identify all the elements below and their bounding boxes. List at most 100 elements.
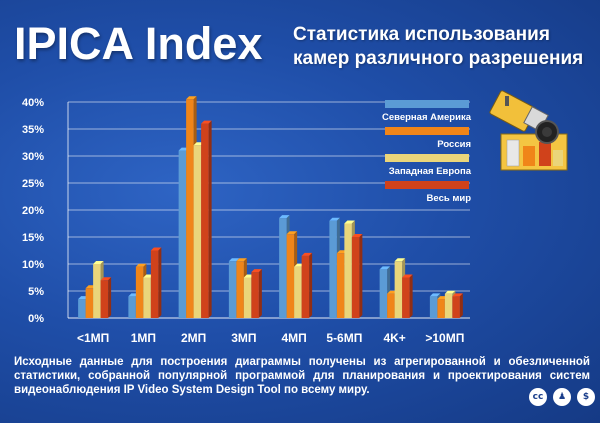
bar-front-face xyxy=(178,150,187,318)
bar-front-face xyxy=(429,296,438,318)
x-tick-label: 1МП xyxy=(131,331,156,345)
bar-front-face xyxy=(150,250,159,318)
bar-front-face xyxy=(128,296,136,318)
bar-top-face xyxy=(351,234,363,237)
y-tick-label: 40% xyxy=(22,97,44,109)
bar-top-face xyxy=(286,231,298,235)
bar-front-face xyxy=(236,261,244,318)
bar-front-face xyxy=(186,99,194,318)
bar-side-face xyxy=(459,293,463,318)
bar-front-face xyxy=(344,223,352,318)
x-tick-label: 4K+ xyxy=(383,331,405,345)
bar-front-face xyxy=(437,299,445,318)
bar-top-face xyxy=(150,247,162,251)
bar-front-face xyxy=(286,234,295,318)
y-tick-label: 0% xyxy=(28,313,44,325)
chart-title-line-2: камер различного разрешения xyxy=(293,48,584,69)
bar-front-face xyxy=(387,293,395,318)
y-tick-label: 20% xyxy=(22,205,44,217)
bar-top-face xyxy=(402,274,413,278)
bar-front-face xyxy=(93,264,101,318)
bar-front-face xyxy=(251,272,259,318)
legend-swatch xyxy=(385,154,469,162)
bar-front-face xyxy=(336,253,345,318)
bar-front-face xyxy=(193,145,202,318)
bar-front-face xyxy=(85,288,94,318)
y-tick-label: 35% xyxy=(22,124,44,136)
legend-label: Весь мир xyxy=(427,193,472,204)
bar-side-face xyxy=(258,269,262,318)
bar-top-face xyxy=(379,266,391,270)
bar-front-face xyxy=(394,261,403,318)
bar-front-face xyxy=(379,269,388,318)
bar-top-face xyxy=(301,252,313,256)
bar xyxy=(201,120,212,318)
chart-legend: Северная Америка Россия Западная Европа Вес… xyxy=(382,100,472,204)
person-icon: ♟ xyxy=(553,388,571,406)
no-dollar-icon: $ xyxy=(577,388,595,406)
bar-front-face xyxy=(294,266,302,318)
bar-top-face xyxy=(100,277,112,281)
brand-title: IPICA Index xyxy=(14,18,263,69)
legend-swatch xyxy=(385,127,469,135)
bar-side-face xyxy=(208,120,212,318)
bar xyxy=(100,277,112,318)
y-tick-label: 5% xyxy=(28,286,44,298)
bar-front-face xyxy=(78,299,86,318)
source-caption: Исходные данные для построения диаграммы… xyxy=(14,356,590,396)
x-tick-label: 5-6МП xyxy=(326,331,362,345)
bar-front-face xyxy=(279,218,287,318)
bar-top-face xyxy=(201,120,212,124)
x-tick-label: >10МП xyxy=(425,331,464,345)
bar xyxy=(452,293,463,318)
bar-front-face xyxy=(135,266,144,318)
bar-top-face xyxy=(236,258,247,262)
x-tick-label: <1МП xyxy=(77,331,109,345)
bar-front-face xyxy=(329,220,337,318)
bar xyxy=(402,274,413,318)
bar-top-face xyxy=(228,258,240,262)
bar-top-face xyxy=(429,293,441,297)
license-icons: cc ♟ $ xyxy=(529,388,595,408)
x-tick-label: 3МП xyxy=(231,331,256,345)
y-tick-label: 10% xyxy=(22,259,44,271)
legend-label: Западная Европа xyxy=(389,166,472,177)
bar-front-face xyxy=(243,277,252,318)
bar-top-face xyxy=(394,258,406,262)
bar-side-face xyxy=(409,274,413,318)
bar-top-face xyxy=(251,269,262,273)
x-tick-label: 2МП xyxy=(181,331,206,345)
bar-front-face xyxy=(402,277,410,318)
bar-front-face xyxy=(100,280,109,318)
bar-side-face xyxy=(359,234,363,318)
legend-label: Россия xyxy=(437,139,471,150)
bar-side-face xyxy=(158,247,162,318)
chart-title-line-1: Статистика использования xyxy=(293,24,550,45)
bar-top-face xyxy=(344,220,355,224)
y-tick-label: 25% xyxy=(22,178,44,190)
bar-front-face xyxy=(201,123,209,318)
bar-front-face xyxy=(444,293,453,318)
bar-top-face xyxy=(93,261,104,264)
y-tick-label: 15% xyxy=(22,232,44,244)
bar-front-face xyxy=(301,255,310,318)
bar-side-face xyxy=(108,277,112,318)
bar-top-face xyxy=(186,96,197,100)
bar-top-face xyxy=(279,215,290,219)
bar-front-face xyxy=(143,277,151,318)
camera-icon xyxy=(489,90,568,171)
bar-front-face xyxy=(351,237,360,318)
y-tick-label: 30% xyxy=(22,151,44,163)
bar xyxy=(351,234,363,318)
bar-front-face xyxy=(228,261,237,318)
legend-swatch xyxy=(385,181,469,189)
x-axis-ticks: <1МП 1МП 2МП 3МП 4МП 5-6МП 4K+ >10МП xyxy=(77,331,464,345)
bar-top-face xyxy=(135,263,147,267)
bar-front-face xyxy=(452,296,460,318)
bar xyxy=(301,252,313,318)
bar-top-face xyxy=(452,293,463,297)
chart-bars xyxy=(78,96,463,318)
bar xyxy=(150,247,162,318)
